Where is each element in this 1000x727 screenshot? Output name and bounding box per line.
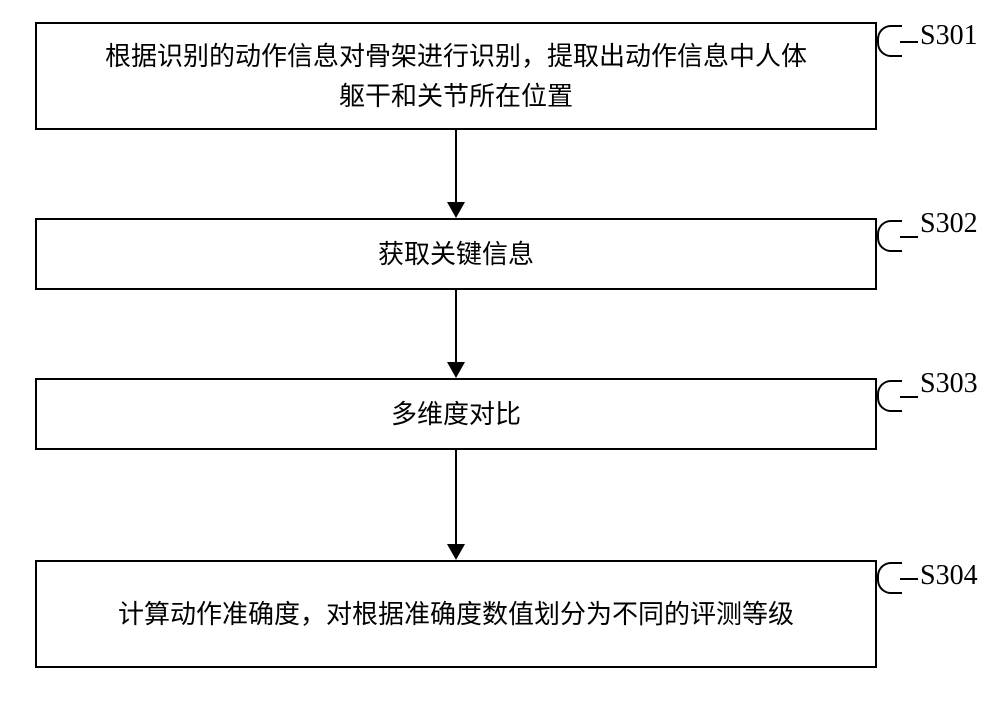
connector-stub-s303 (900, 396, 918, 398)
step-text-s303: 多维度对比 (391, 394, 521, 434)
connector-stub-s301 (900, 41, 918, 43)
connector-bracket-s301 (877, 25, 902, 57)
flowchart-canvas: 根据识别的动作信息对骨架进行识别，提取出动作信息中人体 躯干和关节所在位置 S3… (0, 0, 1000, 727)
step-box-s304: 计算动作准确度，对根据准确度数值划分为不同的评测等级 (35, 560, 877, 668)
connector-bracket-s304 (877, 562, 902, 594)
connector-stub-s304 (900, 578, 918, 580)
step-text-s302: 获取关键信息 (378, 234, 534, 274)
arrow-head-1 (447, 202, 465, 218)
arrow-head-2 (447, 362, 465, 378)
step-text-s301: 根据识别的动作信息对骨架进行识别，提取出动作信息中人体 躯干和关节所在位置 (105, 36, 807, 117)
connector-bracket-s303 (877, 380, 902, 412)
connector-bracket-s302 (877, 220, 902, 252)
connector-stub-s302 (900, 236, 918, 238)
step-label-s301: S301 (920, 20, 978, 52)
arrow-head-3 (447, 544, 465, 560)
step-label-s302: S302 (920, 208, 978, 240)
step-text-s304: 计算动作准确度，对根据准确度数值划分为不同的评测等级 (118, 594, 794, 634)
step-box-s303: 多维度对比 (35, 378, 877, 450)
step-box-s301: 根据识别的动作信息对骨架进行识别，提取出动作信息中人体 躯干和关节所在位置 (35, 22, 877, 130)
step-box-s302: 获取关键信息 (35, 218, 877, 290)
arrow-line-3 (455, 450, 457, 544)
step-label-s303: S303 (920, 368, 978, 400)
arrow-line-1 (455, 130, 457, 202)
arrow-line-2 (455, 290, 457, 362)
step-label-s304: S304 (920, 560, 978, 592)
